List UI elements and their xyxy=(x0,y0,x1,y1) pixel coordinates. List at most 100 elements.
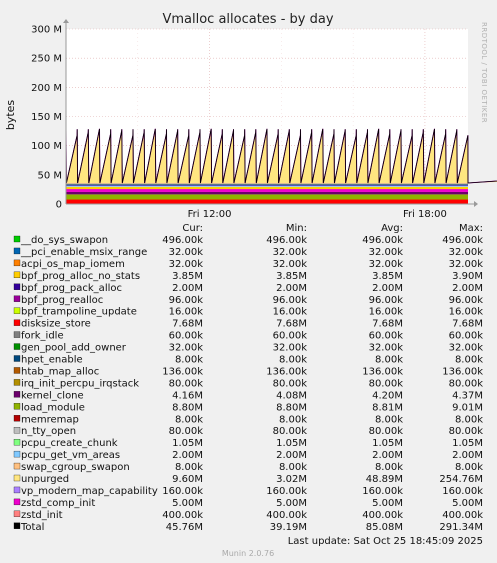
y-tick-label-2: 100 M xyxy=(31,141,62,152)
band-zstd-comp-init xyxy=(66,189,468,192)
legend-swatch-n-tty-open xyxy=(13,427,21,434)
legend-min-fork-idle: 60.00k xyxy=(273,331,308,342)
legend-swatch-zstd-init xyxy=(13,510,21,518)
legend-max-gen-pool-add-owner: 32.00k xyxy=(449,343,484,354)
legend-swatch-bpf-prog-realloc xyxy=(13,295,21,302)
y-tick-label-3: 150 M xyxy=(31,112,62,123)
legend-max-vp-modern-map-capability: 160.00k xyxy=(442,486,483,497)
rrdtool-watermark: RRDTOOL / TOBI OETIKER xyxy=(480,22,488,123)
legend-name-zstd-comp-init: zstd_comp_init xyxy=(21,498,95,509)
y-axis-arrow xyxy=(63,19,69,23)
legend-avg-pcpu-create-chunk: 1.05M xyxy=(372,438,403,449)
legend-swatch-bpf-prog-alloc-no-stats xyxy=(13,271,21,279)
y-tick-label-1: 50 M xyxy=(37,170,62,181)
legend-max-pcpu-create-chunk: 1.05M xyxy=(452,438,483,449)
legend-cur-memremap: 8.00k xyxy=(175,414,203,425)
legend-name-acpi-os-map-iomem: acpi_os_map_iomem xyxy=(21,259,125,270)
legend-name-hpet-enable: hpet_enable xyxy=(21,355,83,366)
legend-name-total: Total xyxy=(20,522,44,533)
legend-name-memremap: memremap xyxy=(21,414,79,425)
legend-name-swap-cgroup-swapon: swap_cgroup_swapon xyxy=(21,462,130,473)
legend-name-n-tty-open: n_tty_open xyxy=(21,426,76,437)
legend-max-irq-init-percpu-irqstack: 80.00k xyxy=(449,378,484,389)
legend-avg-load-module: 8.81M xyxy=(372,402,403,413)
legend-avg-memremap: 8.00k xyxy=(375,414,403,425)
legend-avg-bpf-trampoline-update: 16.00k xyxy=(369,307,404,318)
legend-swatch-fork-idle xyxy=(13,331,21,338)
legend-cur-total: 45.76M xyxy=(166,522,203,533)
legend-max-pcpu-get-vm-areas: 2.00M xyxy=(452,450,483,461)
legend-swatch-gen-pool-add-owner xyxy=(13,343,21,350)
band-zstd-init xyxy=(66,183,468,184)
legend-name-htab-map-alloc: htab_map_alloc xyxy=(21,366,99,377)
legend-min-hpet-enable: 8.00k xyxy=(279,355,307,366)
legend-cur-bpf-prog-alloc-no-stats: 3.85M xyxy=(172,271,203,282)
x-tick-label-1: Fri 18:00 xyxy=(403,209,447,220)
legend-max-disksize-store: 7.68M xyxy=(452,319,483,330)
legend-avg-bpf-prog-realloc: 96.00k xyxy=(369,295,404,306)
x-tick-label-0: Fri 12:00 xyxy=(188,209,232,220)
legend-swatch-pcpu-get-vm-areas xyxy=(13,450,21,458)
legend-min-vp-modern-map-capability: 160.00k xyxy=(266,486,307,497)
legend-cur-gen-pool-add-owner: 32.00k xyxy=(169,343,204,354)
legend-swatch-vp-modern-map-capability xyxy=(13,486,21,494)
legend-min-bpf-prog-alloc-no-stats: 3.85M xyxy=(276,271,307,282)
legend-cur-unpurged: 9.60M xyxy=(172,474,203,485)
legend-min-zstd-comp-init: 5.00M xyxy=(276,498,307,509)
legend-swatch-hpet-enable xyxy=(13,355,21,362)
legend-max-acpi-os-map-iomem: 32.00k xyxy=(449,259,484,270)
legend-cur-bpf-prog-pack-alloc: 2.00M xyxy=(172,283,203,294)
legend-max-pci-enable-msix-range: 32.00k xyxy=(449,247,484,258)
legend-max-bpf-prog-alloc-no-stats: 3.90M xyxy=(452,271,483,282)
legend-avg-bpf-prog-alloc-no-stats: 3.85M xyxy=(372,271,403,282)
legend-avg-disksize-store: 7.68M xyxy=(372,319,403,330)
legend-cur-disksize-store: 7.68M xyxy=(172,319,203,330)
legend-cur-irq-init-percpu-irqstack: 80.00k xyxy=(169,378,204,389)
legend-swatch-bpf-trampoline-update xyxy=(13,307,21,314)
legend-min-load-module: 8.80M xyxy=(276,402,307,413)
legend-avg-fork-idle: 60.00k xyxy=(369,331,404,342)
legend-swatch-swap-cgroup-swapon xyxy=(13,462,21,470)
legend-cur-kernel-clone: 4.16M xyxy=(172,390,203,401)
legend-max-swap-cgroup-swapon: 8.00k xyxy=(455,462,483,473)
legend-swatch-memremap xyxy=(13,415,21,422)
legend-name-pcpu-get-vm-areas: pcpu_get_vm_areas xyxy=(21,450,120,461)
legend-swatch-irq-init-percpu-irqstack xyxy=(13,379,21,386)
band-kernel-clone xyxy=(66,191,468,195)
legend-avg-zstd-init: 400.00k xyxy=(362,510,403,521)
munin-version: Munin 2.0.76 xyxy=(222,549,274,558)
legend-min-zstd-init: 400.00k xyxy=(266,510,307,521)
legend-avg-gen-pool-add-owner: 32.00k xyxy=(369,343,404,354)
legend-avg-pci-enable-msix-range: 32.00k xyxy=(369,247,404,258)
legend-max-fork-idle: 60.00k xyxy=(449,331,484,342)
legend-name-do-sys-swapon: __do_sys_swapon xyxy=(20,235,108,246)
legend-avg-irq-init-percpu-irqstack: 80.00k xyxy=(369,378,404,389)
band-bpf-prog-alloc-no-stats xyxy=(66,186,468,190)
y-axis-label: bytes xyxy=(4,100,17,131)
legend-name-gen-pool-add-owner: gen_pool_add_owner xyxy=(21,343,127,354)
legend-cur-bpf-prog-realloc: 96.00k xyxy=(169,295,204,306)
legend-avg-do-sys-swapon: 496.00k xyxy=(362,235,403,246)
legend-name-irq-init-percpu-irqstack: irq_init_percpu_irqstack xyxy=(21,378,139,389)
band-load-module xyxy=(66,194,468,200)
legend-cur-pci-enable-msix-range: 32.00k xyxy=(169,247,204,258)
axis-ticks: 0 50 M 100 M 150 M 200 M 250 M 300 M Fri 12:00 F… xyxy=(31,25,447,221)
area-unpurged xyxy=(66,129,497,183)
legend-cur-pcpu-create-chunk: 1.05M xyxy=(172,438,203,449)
legend-max-load-module: 9.01M xyxy=(452,402,483,413)
legend-cur-swap-cgroup-swapon: 8.00k xyxy=(175,462,203,473)
legend-max-bpf-trampoline-update: 16.00k xyxy=(449,307,484,318)
x-axis-arrow xyxy=(474,201,478,207)
legend-avg-swap-cgroup-swapon: 8.00k xyxy=(375,462,403,473)
legend-min-gen-pool-add-owner: 32.00k xyxy=(273,343,308,354)
legend-min-pcpu-get-vm-areas: 2.00M xyxy=(276,450,307,461)
legend-max-bpf-prog-realloc: 96.00k xyxy=(449,295,484,306)
legend-min-bpf-trampoline-update: 16.00k xyxy=(273,307,308,318)
legend-swatch-htab-map-alloc xyxy=(13,367,21,374)
legend-min-memremap: 8.00k xyxy=(279,414,307,425)
band-bpf-prog-pack-alloc xyxy=(66,184,468,186)
y-tick-label-6: 300 M xyxy=(31,25,62,36)
stacked-areas xyxy=(65,128,497,204)
legend-avg-bpf-prog-pack-alloc: 2.00M xyxy=(372,283,403,294)
